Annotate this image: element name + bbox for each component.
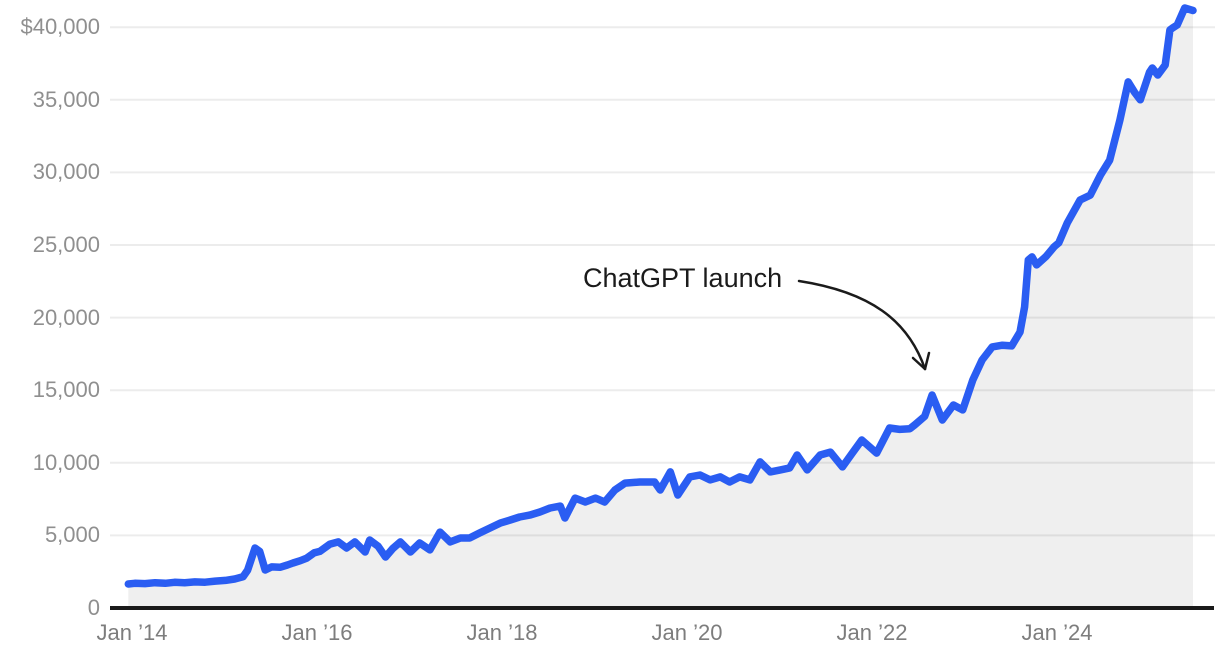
y-axis-label: 20,000 — [32, 304, 100, 330]
y-axis-label: 30,000 — [32, 159, 100, 185]
price-line — [124, 4, 1197, 588]
y-axis-label: 35,000 — [32, 86, 100, 112]
x-axis-label: Jan ’24 — [1021, 620, 1093, 645]
gridlines — [110, 26, 1215, 537]
y-axis-label: 0 — [87, 595, 100, 620]
x-axis-label: Jan ’14 — [96, 620, 168, 645]
arrowhead-icon — [923, 351, 931, 371]
area-fill — [128, 8, 1193, 608]
y-axis-label: $40,000 — [20, 14, 100, 40]
y-axis-label: 15,000 — [32, 377, 100, 403]
y-axis-label: 5,000 — [44, 522, 100, 548]
x-axis-label: Jan ’18 — [466, 620, 538, 645]
x-axis-label: Jan ’20 — [651, 620, 723, 645]
y-axis-label: 25,000 — [32, 232, 100, 257]
x-axis-label: Jan ’16 — [281, 620, 353, 645]
x-axis-label: Jan ’22 — [836, 620, 908, 645]
y-axis-label: 10,000 — [32, 449, 100, 475]
annotation-text: ChatGPT launch — [583, 263, 783, 293]
annotation-arrow-icon — [797, 279, 931, 371]
arrowhead-icon — [911, 356, 927, 371]
